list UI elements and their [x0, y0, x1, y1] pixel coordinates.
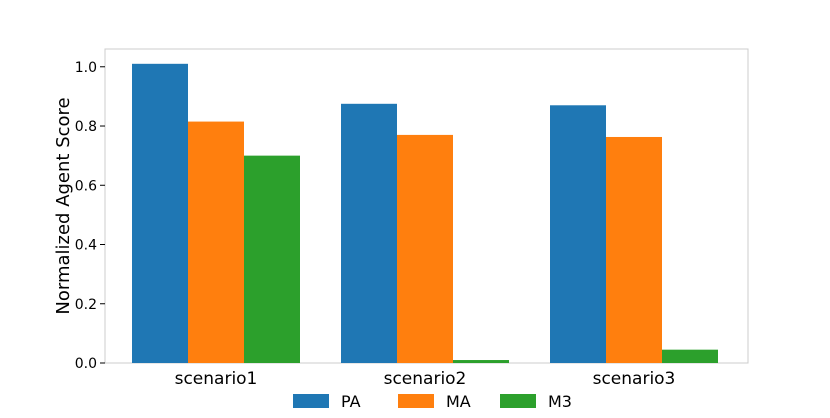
bar-pa-scenario2 [341, 103, 397, 364]
y-axis-title: Normalized Agent Score [53, 97, 74, 314]
legend-label-m3: M3 [548, 392, 572, 411]
legend-swatch-m3 [500, 394, 536, 408]
x-axis: scenario1 scenario2 scenario3 [175, 369, 676, 389]
y-tick-label: 0.4 [75, 238, 97, 254]
y-tick-label: 0.0 [75, 356, 97, 372]
x-tick-label: scenario2 [384, 369, 467, 389]
y-tick-label: 0.2 [75, 297, 97, 313]
bar-pa-scenario3 [550, 105, 606, 363]
x-tick-label: scenario3 [593, 369, 676, 389]
legend-label-ma: MA [446, 392, 471, 411]
y-axis: 0.0 0.2 0.4 0.6 0.8 1.0 [75, 60, 105, 372]
bars-group [132, 63, 718, 364]
y-tick-label: 0.8 [75, 119, 97, 135]
x-tick-label: scenario1 [175, 369, 258, 389]
bar-ma-scenario3 [606, 136, 662, 363]
legend-swatch-pa [293, 394, 329, 408]
y-tick-label: 0.6 [75, 178, 97, 194]
bar-pa-scenario1 [132, 63, 188, 364]
legend-label-pa: PA [341, 392, 361, 411]
bar-m3-scenario3 [662, 349, 718, 363]
legend-swatch-ma [398, 394, 434, 408]
bar-m3-scenario1 [244, 155, 300, 363]
bar-ma-scenario2 [397, 134, 453, 363]
y-tick-label: 1.0 [75, 60, 97, 76]
legend: PA MA M3 [293, 392, 572, 411]
bar-m3-scenario2 [453, 360, 509, 363]
bar-ma-scenario1 [188, 121, 244, 363]
